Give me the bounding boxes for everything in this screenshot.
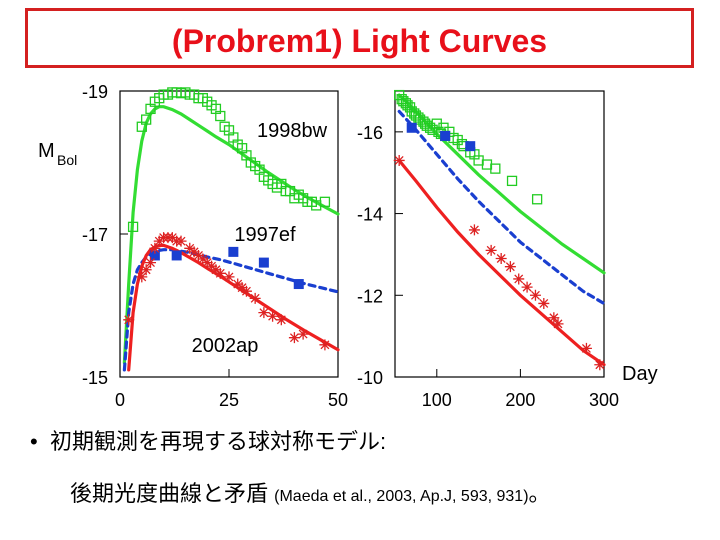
bullet-mark: • <box>30 429 38 454</box>
right-point-2002ap <box>521 281 533 293</box>
left-y-tick-label: -15 <box>82 368 108 388</box>
left-point-2002ap <box>223 271 235 283</box>
right-point-2002ap <box>468 224 480 236</box>
bullet-point: • 初期観測を再現する球対称モデル: <box>30 424 386 456</box>
right-point-2002ap <box>393 154 405 166</box>
right-plot-frame <box>394 90 605 378</box>
left-point-1997ef <box>228 246 239 257</box>
right-y-tick-label: -10 <box>357 368 383 388</box>
right-point-1997ef <box>440 130 451 141</box>
right-point-1997ef <box>465 141 476 152</box>
left-point-1998bw <box>127 221 139 233</box>
reference-citation: (Maeda et al., 2003, Ap.J, 593, 931) <box>274 488 529 505</box>
bullet-text-line1: 初期観測を再現する球対称モデル: <box>50 429 387 454</box>
page-title: (Probrem1) Light Curves <box>171 23 548 59</box>
left-point-2002ap <box>288 332 300 344</box>
left-x-tick-label: 0 <box>115 390 125 410</box>
bullet-subline: 後期光度曲線と矛盾 (Maeda et al., 2003, Ap.J, 593… <box>70 476 551 508</box>
right-point-2002ap <box>513 273 525 285</box>
left-y-tick-label: -17 <box>82 225 108 245</box>
right-point-1998bw <box>481 159 493 170</box>
left-point-1997ef <box>293 279 304 290</box>
right-point-1998bw <box>506 175 518 187</box>
left-y-tick-label: -19 <box>82 82 108 102</box>
right-point-1998bw <box>531 194 543 205</box>
left-model-curve-1998bw <box>122 105 340 365</box>
right-point-2002ap <box>552 318 564 330</box>
right-point-2002ap <box>485 244 497 256</box>
y-axis-label: M <box>38 140 55 162</box>
right-y-tick-label: -14 <box>357 205 383 225</box>
right-point-2002ap <box>504 261 516 273</box>
right-point-2002ap <box>529 289 541 301</box>
right-point-2002ap <box>538 297 550 309</box>
left-point-1997ef <box>171 250 182 261</box>
annotation-1997ef: 1997ef <box>234 224 296 246</box>
left-point-1998bw <box>215 110 226 122</box>
left-point-1997ef <box>258 257 269 268</box>
left-x-tick-label: 25 <box>219 390 239 410</box>
annotation-1998bw: 1998bw <box>257 120 328 142</box>
right-x-tick-label: 300 <box>589 390 619 410</box>
left-point-1998bw <box>141 114 152 125</box>
left-point-2002ap <box>149 242 161 254</box>
right-point-2002ap <box>495 253 507 265</box>
right-point-1998bw <box>490 163 501 174</box>
left-point-2002ap <box>258 307 270 319</box>
left-x-tick-label: 50 <box>328 390 348 410</box>
right-point-2002ap <box>548 312 560 324</box>
left-point-1998bw <box>319 196 331 207</box>
bullet-text-line2: 後期光度曲線と矛盾 <box>70 481 269 506</box>
right-model-curve-2002ap <box>397 158 606 367</box>
left-point-2002ap <box>140 264 152 276</box>
right-point-1997ef <box>406 122 417 133</box>
left-point-2002ap <box>123 314 135 326</box>
bullet-end-mark: 。 <box>528 481 551 506</box>
left-point-2002ap <box>175 235 187 247</box>
left-point-2002ap <box>275 314 287 326</box>
y-axis-label-subscript: Bol <box>57 152 77 168</box>
left-point-2002ap <box>136 271 148 283</box>
left-point-2002ap <box>319 339 331 351</box>
right-point-2002ap <box>594 359 606 371</box>
left-point-2002ap <box>214 267 226 279</box>
left-point-2002ap <box>249 292 261 304</box>
right-y-tick-label: -16 <box>357 123 383 143</box>
right-model-curve-1997ef <box>397 109 606 306</box>
light-curve-chart: 0 25 50 -19 -17 -15 M Bol 1998bw 1997ef 2002ap 100 2… <box>38 82 658 410</box>
title-box: (Probrem1) Light Curves <box>25 8 694 68</box>
left-point-2002ap <box>297 328 309 340</box>
x-axis-label: Day <box>622 363 658 385</box>
right-x-tick-label: 100 <box>422 390 452 410</box>
right-x-tick-label: 200 <box>505 390 535 410</box>
right-y-tick-label: -12 <box>357 286 383 306</box>
left-point-2002ap <box>240 285 252 297</box>
left-point-2002ap <box>267 310 279 322</box>
right-point-2002ap <box>580 342 592 354</box>
annotation-2002ap: 2002ap <box>192 335 259 357</box>
left-point-2002ap <box>145 257 157 269</box>
